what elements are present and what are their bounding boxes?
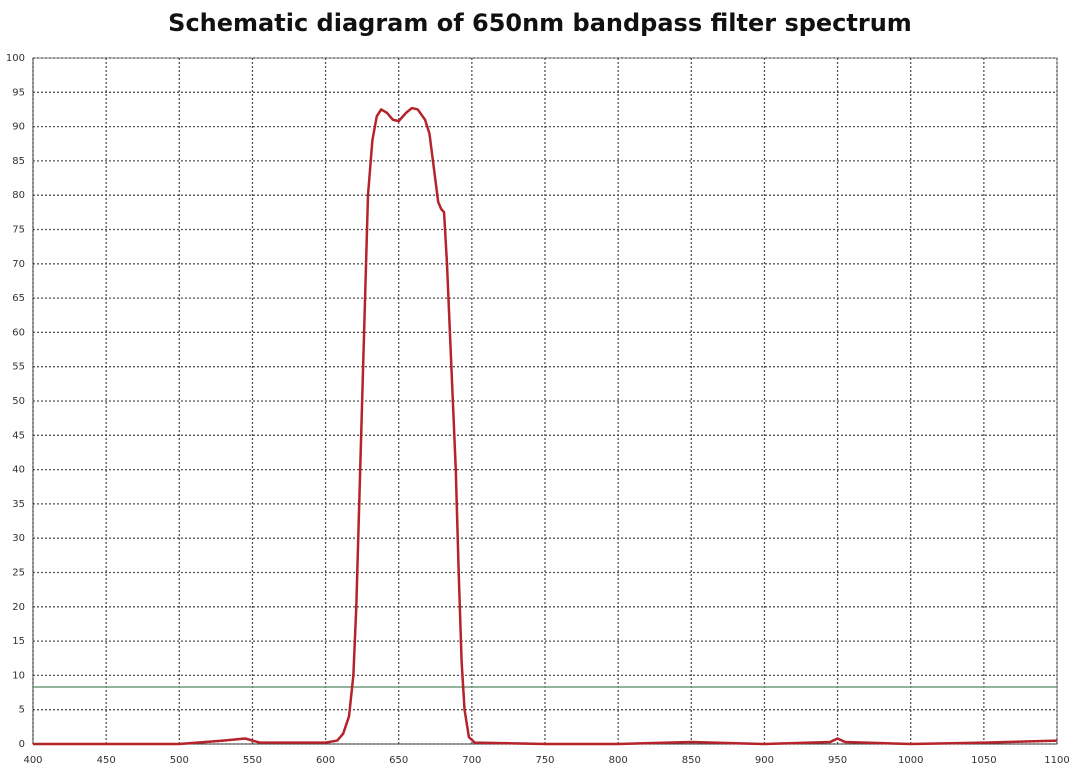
y-tick-label: 70 [12, 259, 25, 270]
y-tick-label: 25 [12, 568, 25, 579]
y-tick-label: 5 [19, 705, 25, 716]
x-tick-label: 450 [97, 755, 116, 766]
x-tick-label: 850 [682, 755, 701, 766]
x-tick-label: 750 [535, 755, 554, 766]
y-tick-label: 20 [12, 602, 25, 613]
y-tick-label: 75 [12, 225, 25, 236]
y-tick-label: 100 [6, 53, 25, 64]
y-tick-label: 40 [12, 465, 25, 476]
spectrum-line [33, 106, 1058, 746]
y-tick-label: 0 [19, 739, 25, 750]
x-tick-label: 1100 [1044, 755, 1069, 766]
y-tick-label: 10 [12, 670, 25, 681]
y-tick-label: 80 [12, 190, 25, 201]
x-tick-label: 400 [23, 755, 42, 766]
y-tick-label: 65 [12, 293, 25, 304]
y-tick-label: 60 [12, 327, 25, 338]
x-tick-label: 900 [755, 755, 774, 766]
y-tick-label: 85 [12, 156, 25, 167]
x-tick-label: 1000 [898, 755, 923, 766]
x-tick-label: 950 [828, 755, 847, 766]
x-tick-label: 800 [609, 755, 628, 766]
x-tick-label: 600 [316, 755, 335, 766]
x-tick-label: 550 [243, 755, 262, 766]
chart-title: Schematic diagram of 650nm bandpass filt… [168, 9, 912, 37]
y-tick-label: 90 [12, 122, 25, 133]
y-tick-label: 45 [12, 430, 25, 441]
y-tick-label: 35 [12, 499, 25, 510]
y-tick-label: 55 [12, 362, 25, 373]
y-tick-label: 30 [12, 533, 25, 544]
x-tick-label: 500 [170, 755, 189, 766]
x-tick-label: 700 [462, 755, 481, 766]
x-tick-label: 1050 [971, 755, 996, 766]
y-tick-label: 50 [12, 396, 25, 407]
y-tick-label: 15 [12, 636, 25, 647]
x-tick-label: 650 [389, 755, 408, 766]
y-tick-label: 95 [12, 87, 25, 98]
